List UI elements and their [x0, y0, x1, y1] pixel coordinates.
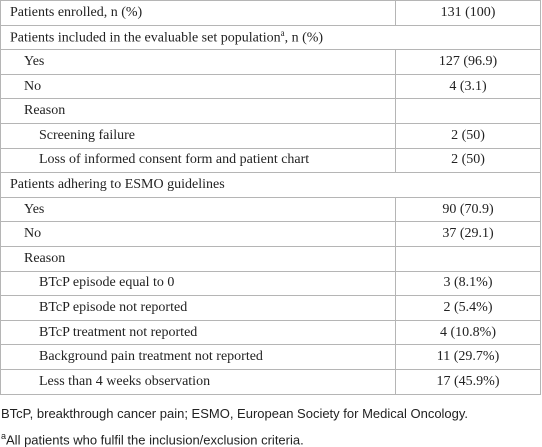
label-text: Less than 4 weeks observation: [39, 373, 211, 389]
label-text: No: [24, 78, 42, 94]
table-row: Screening failure 2 (50): [0, 122, 541, 149]
row-label: No: [0, 73, 396, 100]
table-row: Background pain treatment not reported 11…: [0, 344, 541, 370]
label-text: Yes: [24, 201, 45, 217]
row-value: 131 (100): [395, 0, 541, 26]
label-text: Yes: [24, 53, 45, 69]
footnote: aAll patients who fulfil the inclusion/e…: [1, 425, 542, 447]
row-label: BTcP treatment not reported: [0, 319, 396, 346]
label-text: , n (%): [284, 30, 324, 46]
row-value: 3 (8.1%): [395, 270, 541, 297]
row-value: 2 (50): [395, 122, 541, 149]
table-row: BTcP episode equal to 0 3 (8.1%): [0, 270, 541, 297]
label-text: Patients enrolled, n (%): [10, 4, 143, 20]
row-value: 2 (5.4%): [395, 295, 541, 321]
row-label: Yes: [0, 196, 396, 223]
row-value: 37 (29.1): [395, 221, 541, 247]
table-row: Patients included in the evaluable set p…: [0, 24, 541, 51]
footnote-text: All patients who fulfil the inclusion/ex…: [6, 431, 304, 447]
row-value: [395, 98, 541, 124]
table-row: Reason: [0, 98, 541, 124]
label-text: BTcP episode not reported: [39, 299, 188, 315]
table-row: BTcP episode not reported 2 (5.4%): [0, 295, 541, 321]
label-text: Reason: [24, 250, 66, 266]
data-table: Patients enrolled, n (%) 131 (100) Patient…: [0, 0, 541, 395]
label-text: Loss of informed consent form and patien…: [39, 152, 310, 168]
table-row: Less than 4 weeks observation 17 (45.9%): [0, 368, 541, 395]
footnote: BTcP, breakthrough cancer pain; ESMO, Eu…: [1, 405, 469, 421]
table-row: Yes 127 (96.9): [0, 49, 541, 75]
label-text: Background pain treatment not reported: [39, 349, 263, 365]
label-text: Patients included in the evaluable set p…: [10, 30, 281, 46]
row-value: 4 (10.8%): [395, 319, 541, 346]
row-label: Reason: [0, 98, 396, 124]
row-label: Less than 4 weeks observation: [0, 368, 396, 395]
row-value: 2 (50): [395, 147, 541, 174]
row-label: Reason: [0, 245, 396, 272]
table-row: Reason: [0, 245, 541, 272]
row-label: Patients included in the evaluable set p…: [0, 24, 541, 51]
label-text: Patients adhering to ESMO guidelines: [10, 176, 225, 192]
row-label: Loss of informed consent form and patien…: [0, 147, 396, 174]
row-value: 90 (70.9): [395, 196, 541, 223]
table-row: BTcP treatment not reported 4 (10.8%): [0, 319, 541, 346]
table-row: No 4 (3.1): [0, 73, 541, 100]
table-row: No 37 (29.1): [0, 221, 541, 247]
label-text: No: [24, 226, 42, 242]
row-value: 4 (3.1): [395, 73, 541, 100]
row-value: 127 (96.9): [395, 49, 541, 75]
row-value: [395, 245, 541, 272]
row-label: No: [0, 221, 396, 247]
label-text: Screening failure: [39, 127, 136, 143]
row-label: BTcP episode not reported: [0, 295, 396, 321]
footnote-mark: a: [1, 430, 7, 441]
table-row: Loss of informed consent form and patien…: [0, 147, 541, 174]
label-text: BTcP treatment not reported: [39, 324, 198, 340]
label-text: BTcP episode equal to 0: [39, 275, 175, 291]
row-label: Yes: [0, 49, 396, 75]
row-value: 17 (45.9%): [395, 368, 541, 395]
row-label: Patients adhering to ESMO guidelines: [0, 172, 541, 198]
label-text: Reason: [24, 103, 66, 119]
row-label: Patients enrolled, n (%): [0, 0, 396, 26]
table-row: Patients enrolled, n (%) 131 (100): [0, 0, 541, 26]
row-label: Background pain treatment not reported: [0, 344, 396, 370]
row-value: 11 (29.7%): [395, 344, 541, 370]
table-row: Patients adhering to ESMO guidelines: [0, 172, 541, 198]
footnote-mark: a: [280, 28, 285, 39]
table-row: Yes 90 (70.9): [0, 196, 541, 223]
row-label: BTcP episode equal to 0: [0, 270, 396, 297]
row-label: Screening failure: [0, 122, 396, 149]
